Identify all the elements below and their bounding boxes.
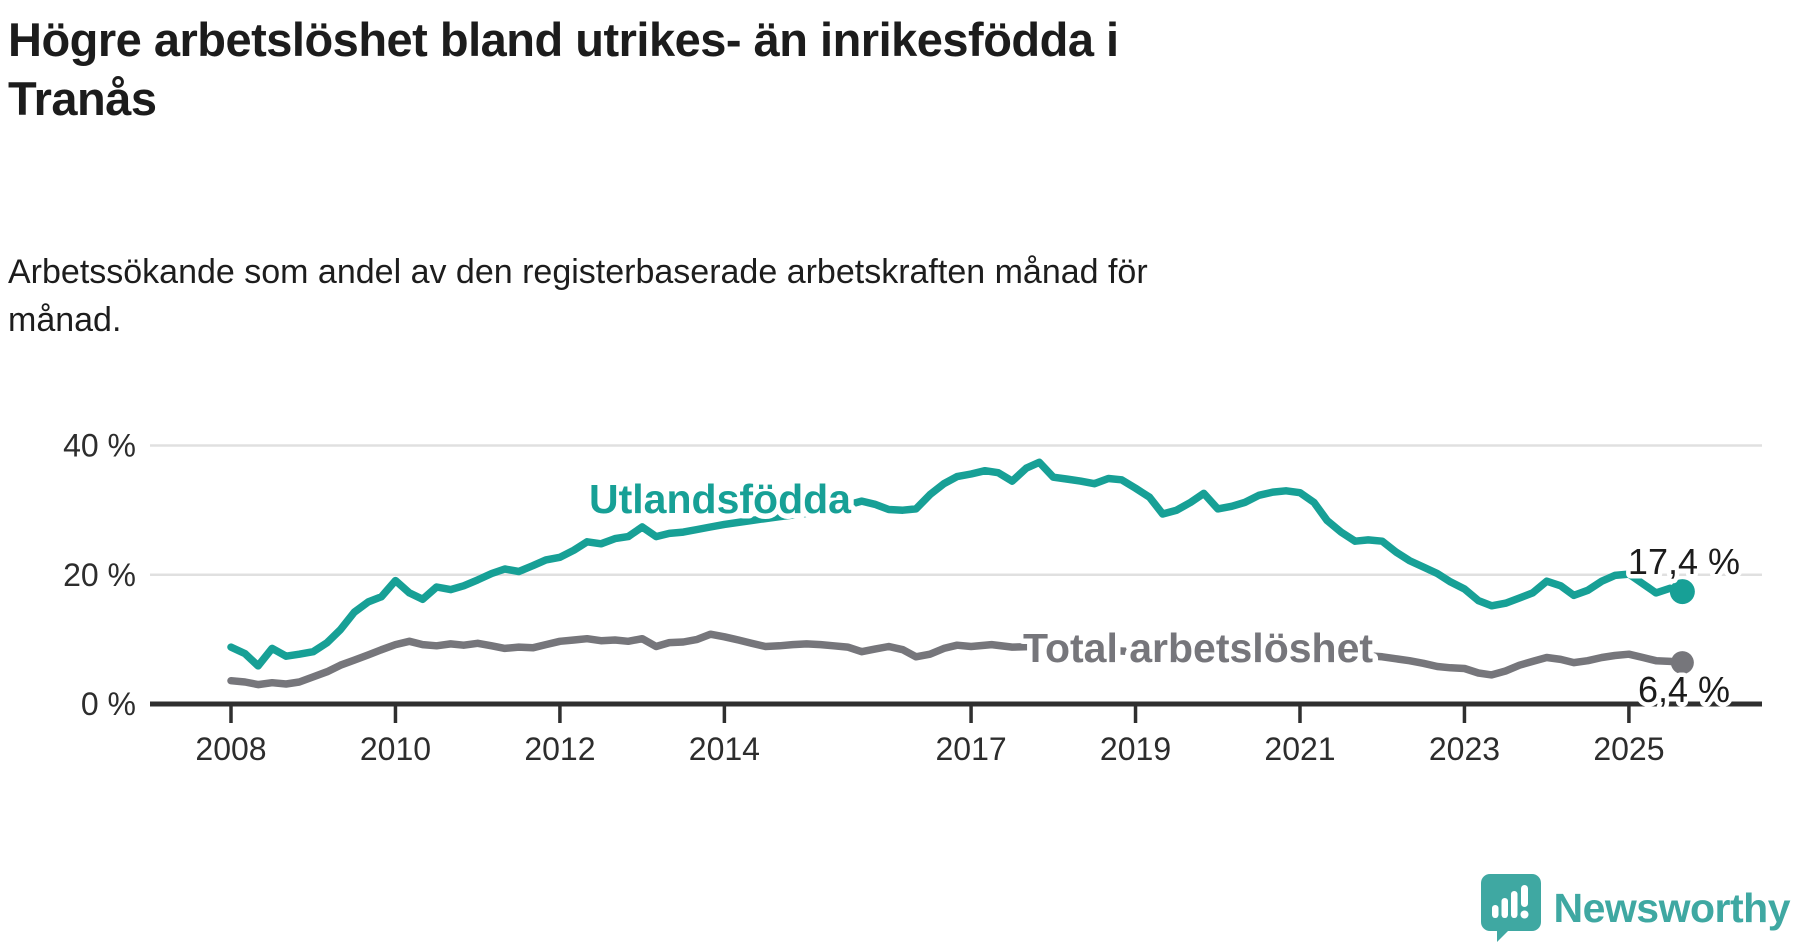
bar-small [1491, 905, 1498, 918]
page-title: Högre arbetslöshet bland utrikes- än inr… [8, 10, 1119, 128]
chart-subtitle-line-1: Arbetssökande som andel av den registerb… [8, 253, 1148, 291]
chart-subtitle: Arbetssökande som andel av den registerb… [8, 248, 1148, 344]
end-value-label-total: 6,4 % [1638, 669, 1730, 710]
x-tick-label-2025: 2025 [1593, 731, 1664, 767]
x-tick-label-2008: 2008 [195, 731, 266, 767]
x-tick-label-2019: 2019 [1100, 731, 1171, 767]
y-tick-label-0: 0 % [81, 686, 136, 722]
end-value-label-utlandsfodda: 17,4 % [1628, 541, 1740, 582]
chart-subtitle-line-2: månad. [8, 301, 122, 339]
x-tick-label-2010: 2010 [360, 731, 431, 767]
x-tick-label-2023: 2023 [1429, 731, 1500, 767]
x-axis: 2008 2010 2012 2014 2017 2019 2021 2023 2025 [150, 701, 1762, 767]
series-label-total-arbetsloshet: Total arbetslöshet [1023, 625, 1373, 671]
page-title-line-1: Högre arbetslöshet bland utrikes- än inr… [8, 13, 1119, 66]
newsworthy-logo-text: Newsworthy [1553, 884, 1791, 931]
series-line-0 [227, 458, 1687, 670]
x-tick-label-2012: 2012 [524, 731, 595, 767]
data-series [227, 458, 1695, 689]
newsworthy-speech-bubble-chart-icon [1480, 874, 1541, 942]
bar-medium [1501, 898, 1508, 918]
exclamation-line [1520, 885, 1528, 907]
page-title-line-2: Tranås [8, 72, 157, 125]
x-tick-label-2014: 2014 [689, 731, 760, 767]
exclamation-dot [1520, 910, 1528, 919]
gridlines: 0 % 20 % 40 % [63, 428, 1762, 722]
y-tick-label-40: 40 % [63, 428, 136, 464]
series-label-utlandsfodda: Utlandsfödda [589, 476, 852, 522]
newsworthy-logo: Newsworthy [1480, 873, 1791, 943]
series-end-dot-0 [1669, 579, 1695, 605]
x-tick-label-2021: 2021 [1264, 731, 1335, 767]
x-tick-label-2017: 2017 [935, 731, 1006, 767]
y-tick-label-20: 20 % [63, 557, 136, 593]
series-line-1 [227, 630, 1687, 689]
series-end-dot-1 [1670, 651, 1694, 675]
bar-tall [1510, 891, 1517, 918]
